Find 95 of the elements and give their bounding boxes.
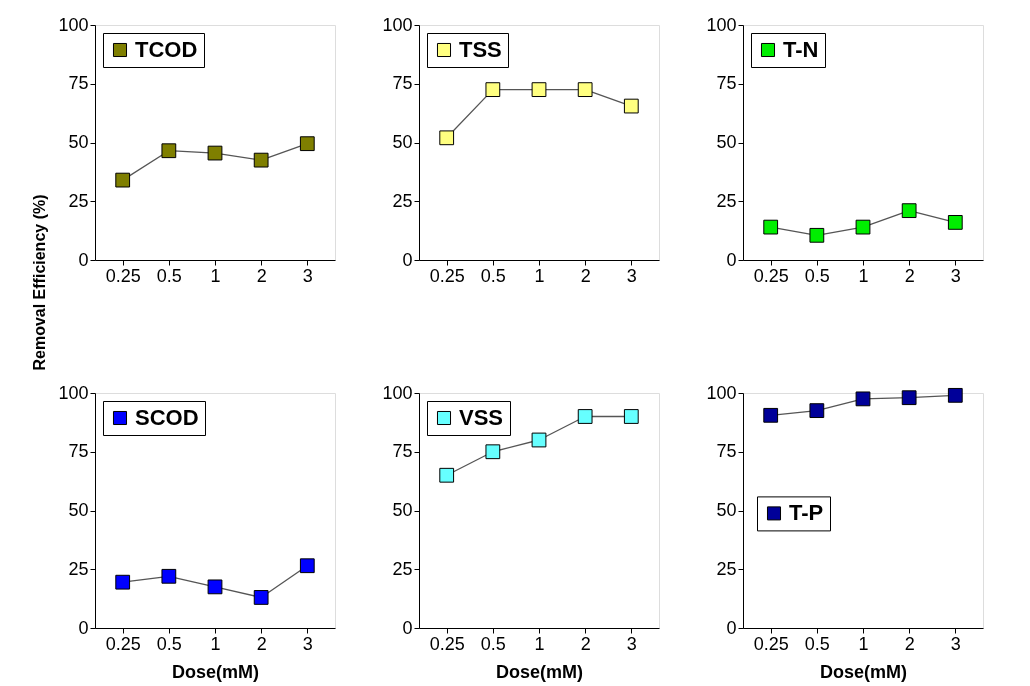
y-tick-label: 100	[706, 14, 737, 35]
point	[485, 82, 501, 98]
point	[947, 387, 963, 403]
x-tick-label: 1	[858, 633, 869, 654]
y-tick-label: 25	[392, 190, 413, 211]
point	[577, 82, 593, 98]
x-tick-label: 0.25	[753, 265, 789, 286]
x-tick-label: 0.5	[156, 633, 182, 654]
point	[577, 409, 593, 424]
x-tick-label: 2	[256, 265, 267, 286]
y-tick-label: 25	[392, 558, 413, 579]
point	[763, 407, 779, 423]
point	[623, 409, 639, 424]
y-tick-label: 50	[392, 132, 413, 152]
x-tick-label: 0.5	[480, 265, 506, 286]
x-tick-label: 2	[580, 633, 591, 654]
x-tick-label: 3	[626, 633, 637, 654]
x-tick-label: 0.25	[429, 633, 465, 654]
y-tick-label: 0	[78, 617, 89, 638]
point	[439, 130, 455, 146]
point	[115, 172, 131, 188]
y-axis-title: Removal Efficiency (%)	[30, 194, 48, 371]
point	[253, 590, 269, 605]
x-tick-label: 1	[210, 633, 221, 654]
x-axis-title: Dose(mM)	[495, 661, 584, 682]
y-tick-label: 100	[58, 14, 89, 35]
point	[161, 568, 177, 584]
point	[623, 98, 639, 114]
y-tick-label: 50	[716, 500, 737, 520]
y-tick-label: 75	[716, 73, 737, 94]
y-tick-label: 100	[58, 382, 89, 403]
y-tick-label: 75	[392, 441, 413, 462]
x-tick-label: 0.5	[804, 265, 830, 286]
point	[809, 403, 825, 419]
y-tick-label: 25	[68, 558, 89, 579]
legend-label: TSS	[459, 37, 502, 62]
y-tick-label: 0	[78, 249, 89, 270]
x-tick-label: 1	[534, 633, 545, 654]
x-tick-label: 0.5	[156, 265, 182, 286]
x-tick-label: 3	[950, 265, 961, 286]
point	[531, 432, 547, 448]
point	[115, 574, 131, 590]
x-tick-label: 0.25	[105, 633, 141, 654]
legend-label: VSS	[459, 405, 504, 430]
x-tick-label: 3	[302, 265, 313, 286]
x-axis-title: Dose(mM)	[819, 661, 908, 682]
x-tick-label: 2	[256, 633, 267, 654]
y-tick-label: 50	[392, 500, 413, 520]
y-tick-label: 75	[68, 441, 89, 462]
y-tick-label: 25	[716, 558, 737, 579]
y-tick-label: 100	[706, 382, 737, 403]
y-tick-label: 50	[716, 132, 737, 152]
y-tick-label: 75	[392, 73, 413, 94]
y-tick-label: 75	[716, 441, 737, 462]
point	[161, 143, 177, 159]
y-tick-label: 50	[68, 132, 89, 152]
y-tick-label: 0	[726, 617, 737, 638]
y-tick-label: 100	[382, 382, 413, 403]
legend-label: T-N	[783, 37, 819, 62]
x-tick-label: 2	[580, 265, 591, 286]
x-tick-label: 3	[626, 265, 637, 286]
point	[207, 579, 223, 595]
x-tick-label: 3	[302, 633, 313, 654]
y-tick-label: 25	[716, 190, 737, 211]
point	[207, 145, 223, 161]
x-axis-title: Dose(mM)	[171, 661, 260, 682]
point	[299, 558, 315, 574]
point	[299, 136, 315, 152]
x-tick-label: 1	[210, 265, 221, 286]
x-tick-label: 0.25	[753, 633, 789, 654]
y-tick-label: 75	[68, 73, 89, 94]
x-tick-label: 0.25	[429, 265, 465, 286]
y-tick-label: 50	[68, 500, 89, 520]
point	[901, 390, 917, 406]
x-tick-label: 0.5	[804, 633, 830, 654]
x-tick-label: 1	[534, 265, 545, 286]
point	[531, 82, 547, 98]
x-tick-label: 0.25	[105, 265, 141, 286]
point	[485, 444, 501, 460]
x-tick-label: 2	[904, 633, 915, 654]
point	[439, 467, 455, 483]
y-tick-label: 0	[726, 249, 737, 270]
legend-label: SCOD	[135, 405, 199, 430]
x-tick-label: 2	[904, 265, 915, 286]
x-tick-label: 3	[950, 633, 961, 654]
x-tick-label: 1	[858, 265, 869, 286]
legend-label: TCOD	[135, 37, 198, 62]
y-tick-label: 100	[382, 14, 413, 35]
legend-label: T-P	[789, 500, 824, 526]
y-tick-label: 0	[402, 249, 413, 270]
y-tick-label: 25	[68, 190, 89, 211]
x-tick-label: 0.5	[480, 633, 506, 654]
point	[253, 152, 269, 168]
y-tick-label: 0	[402, 617, 413, 638]
point	[855, 391, 871, 407]
